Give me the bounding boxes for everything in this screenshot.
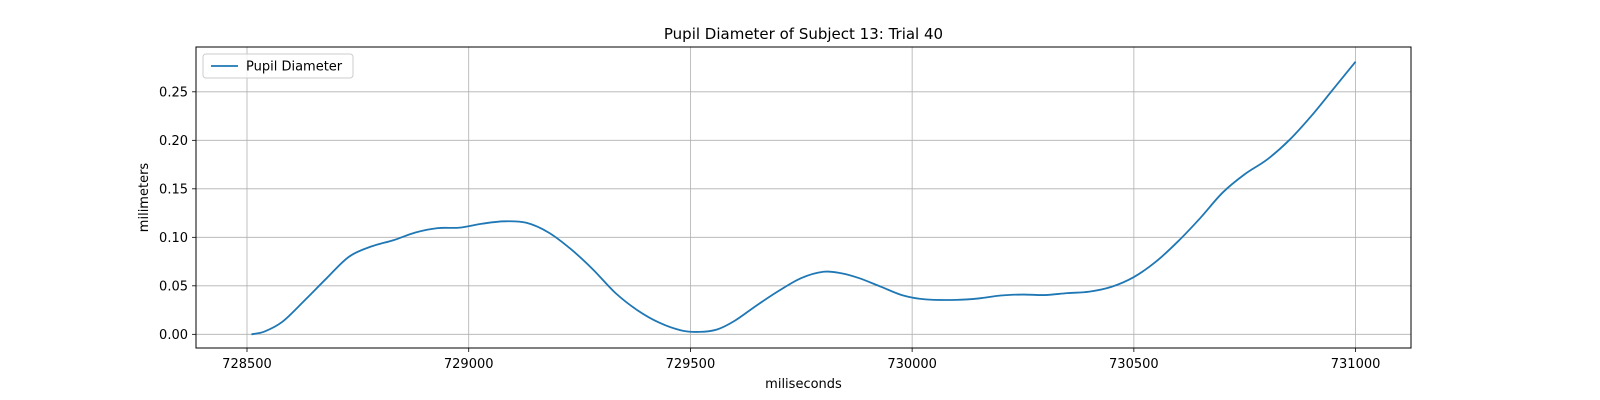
axes-frame	[195, 46, 1412, 349]
y-tick-label: 0.20	[159, 134, 188, 149]
series-line-pupil-diameter	[251, 61, 1357, 336]
x-tick-label: 731000	[1331, 357, 1381, 372]
y-axis-ticks: 0.00 0.05 0.10 0.15 0.20 0.25	[159, 85, 196, 343]
x-tick-label: 729500	[666, 357, 716, 372]
legend: Pupil Diameter	[202, 53, 354, 79]
chart-title: Pupil Diameter of Subject 13: Trial 40	[664, 25, 943, 43]
legend-label-pupil-diameter: Pupil Diameter	[246, 60, 343, 75]
x-axis-ticks: 728500 729000 729500 730000 730500 731000	[222, 348, 1380, 372]
x-tick-label: 730000	[887, 357, 937, 372]
y-tick-label: 0.25	[159, 85, 188, 100]
x-tick-label: 729000	[444, 357, 494, 372]
y-tick-label: 0.05	[159, 279, 188, 294]
x-tick-label: 730500	[1109, 357, 1159, 372]
x-tick-label: 728500	[222, 357, 272, 372]
grid-lines	[196, 47, 1411, 348]
y-tick-label: 0.00	[159, 328, 188, 343]
y-tick-label: 0.10	[159, 231, 188, 246]
x-axis-label: miliseconds	[765, 377, 842, 392]
y-tick-label: 0.15	[159, 182, 188, 197]
y-axis-label: milimeters	[137, 163, 152, 233]
legend-box	[202, 53, 354, 79]
